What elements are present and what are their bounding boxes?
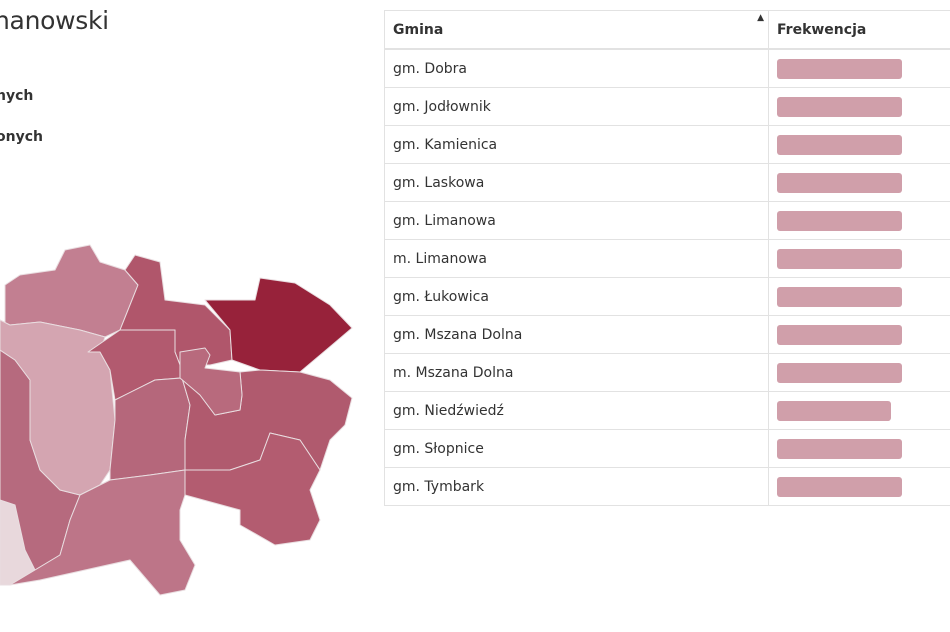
frekwencja-cell xyxy=(769,354,950,391)
table-row[interactable]: gm. Mszana Dolna xyxy=(385,316,950,354)
gmina-name: gm. Tymbark xyxy=(393,478,485,495)
turnout-bar xyxy=(777,96,902,117)
map-region[interactable] xyxy=(179,347,243,416)
gmina-name: m. Mszana Dolna xyxy=(393,364,514,381)
gmina-cell: m. Limanowa xyxy=(385,240,769,277)
map-region[interactable] xyxy=(9,469,196,596)
column-header-frekwencja[interactable]: Frekwencja xyxy=(769,11,950,48)
gmina-name: gm. Kamienica xyxy=(393,136,498,153)
turnout-bar-track xyxy=(777,324,950,345)
turnout-bar xyxy=(777,362,902,383)
turnout-bar xyxy=(777,172,902,193)
turnout-bar xyxy=(777,286,902,307)
turnout-bar xyxy=(777,248,902,269)
map-region[interactable] xyxy=(0,319,116,496)
frekwencja-cell xyxy=(769,392,950,429)
gmina-name: gm. Łukowica xyxy=(393,288,489,305)
table-row[interactable]: m. Limanowa xyxy=(385,240,950,278)
turnout-bar-track xyxy=(777,476,950,497)
frekwencja-cell xyxy=(769,240,950,277)
table-row[interactable]: gm. Dobra xyxy=(385,50,950,88)
frekwencja-cell xyxy=(769,88,950,125)
table-row[interactable]: gm. Niedźwiedź xyxy=(385,392,950,430)
frekwencja-cell xyxy=(769,278,950,315)
turnout-bar xyxy=(777,400,892,421)
choropleth-map xyxy=(0,244,353,596)
turnout-bar-track xyxy=(777,58,950,79)
frekwencja-cell xyxy=(769,430,950,467)
turnout-bar xyxy=(777,210,902,231)
turnout-bar-track xyxy=(777,286,950,307)
turnout-bar xyxy=(777,324,902,345)
gmina-cell: gm. Słopnice xyxy=(385,430,769,467)
gmina-cell: gm. Tymbark xyxy=(385,468,769,505)
table-row[interactable]: gm. Limanowa xyxy=(385,202,950,240)
table-row[interactable]: gm. Słopnice xyxy=(385,430,950,468)
map-region[interactable] xyxy=(204,277,353,373)
turnout-bar xyxy=(777,438,902,459)
gmina-cell: gm. Dobra xyxy=(385,50,769,87)
turnout-bar-track xyxy=(777,248,950,269)
gmina-cell: m. Mszana Dolna xyxy=(385,354,769,391)
frekwencja-cell xyxy=(769,126,950,163)
frekwencja-cell xyxy=(769,164,950,201)
results-table: Gmina ▲ Frekwencja gm. Dobra gm. Jodłown… xyxy=(384,10,950,506)
gmina-name: gm. Dobra xyxy=(393,60,467,77)
gmina-cell: gm. Łukowica xyxy=(385,278,769,315)
turnout-bar-track xyxy=(777,96,950,117)
legend-label-1: nych xyxy=(0,88,34,104)
gmina-name: gm. Niedźwiedź xyxy=(393,402,504,419)
gmina-name: gm. Mszana Dolna xyxy=(393,326,523,343)
gmina-cell: gm. Laskowa xyxy=(385,164,769,201)
turnout-bar-track xyxy=(777,400,950,421)
turnout-bar-track xyxy=(777,362,950,383)
map-region[interactable] xyxy=(184,432,321,546)
turnout-bar-track xyxy=(777,438,950,459)
gmina-name: gm. Laskowa xyxy=(393,174,485,191)
frekwencja-cell xyxy=(769,202,950,239)
column-header-gmina[interactable]: Gmina ▲ xyxy=(385,11,769,48)
turnout-bar xyxy=(777,134,902,155)
column-label: Frekwencja xyxy=(777,21,867,38)
gmina-cell: gm. Jodłownik xyxy=(385,88,769,125)
gmina-name: gm. Limanowa xyxy=(393,212,496,229)
table-row[interactable]: gm. Laskowa xyxy=(385,164,950,202)
table-row[interactable]: gm. Kamienica xyxy=(385,126,950,164)
column-label: Gmina xyxy=(393,21,444,38)
sort-ascending-icon[interactable]: ▲ xyxy=(757,13,764,23)
table-row[interactable]: gm. Jodłownik xyxy=(385,88,950,126)
table-row[interactable]: gm. Łukowica xyxy=(385,278,950,316)
gmina-name: gm. Jodłownik xyxy=(393,98,491,115)
table-row[interactable]: gm. Tymbark xyxy=(385,468,950,506)
frekwencja-cell xyxy=(769,316,950,353)
gmina-name: m. Limanowa xyxy=(393,250,487,267)
gmina-cell: gm. Niedźwiedź xyxy=(385,392,769,429)
turnout-bar-track xyxy=(777,134,950,155)
gmina-cell: gm. Kamienica xyxy=(385,126,769,163)
turnout-bar-track xyxy=(777,172,950,193)
gmina-name: gm. Słopnice xyxy=(393,440,484,457)
gmina-cell: gm. Mszana Dolna xyxy=(385,316,769,353)
gmina-cell: gm. Limanowa xyxy=(385,202,769,239)
table-row[interactable]: m. Mszana Dolna xyxy=(385,354,950,392)
turnout-bar xyxy=(777,58,902,79)
frekwencja-cell xyxy=(769,50,950,87)
page-title: nanowski xyxy=(0,6,109,35)
frekwencja-cell xyxy=(769,468,950,505)
legend-label-2: onych xyxy=(0,129,43,145)
turnout-bar-track xyxy=(777,210,950,231)
table-header: Gmina ▲ Frekwencja xyxy=(385,11,950,50)
turnout-bar xyxy=(777,476,902,497)
